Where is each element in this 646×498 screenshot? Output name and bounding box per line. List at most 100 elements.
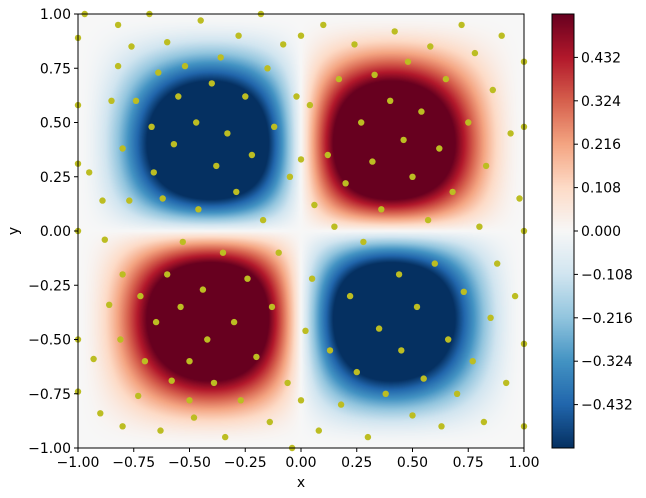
- colorbar-tick-label: 0.108: [581, 181, 621, 197]
- sample-point: [369, 158, 376, 165]
- sample-point: [233, 188, 240, 196]
- sample-point: [482, 162, 490, 170]
- sample-point: [90, 355, 97, 363]
- sample-point: [199, 286, 207, 293]
- sample-point: [335, 75, 343, 83]
- sample-point: [306, 101, 314, 109]
- sample-point: [177, 303, 184, 311]
- y-axis: 1.00 0.75 0.50 0.25 0.00 −0.25 −0.50 −0.75 −1.00: [28, 7, 78, 457]
- sample-point: [445, 336, 452, 343]
- x-tick-label: −1.00: [57, 455, 100, 471]
- sample-point: [458, 21, 465, 29]
- colorbar-tick-label: −0.108: [581, 267, 633, 283]
- sample-point: [398, 347, 405, 354]
- sample-point: [498, 32, 505, 39]
- sample-point: [375, 325, 383, 332]
- sample-point: [360, 238, 367, 246]
- sample-point: [164, 271, 171, 278]
- sample-point: [230, 318, 238, 326]
- sample-point: [297, 156, 305, 163]
- sample-point: [168, 377, 175, 384]
- sample-point: [436, 145, 443, 152]
- sample-point: [275, 249, 282, 256]
- sample-point: [284, 379, 291, 387]
- sample-point: [242, 93, 249, 100]
- y-tick-label: −0.75: [28, 387, 71, 403]
- sample-point: [413, 303, 421, 311]
- sample-point: [119, 271, 126, 278]
- sample-point: [132, 97, 140, 105]
- sample-point: [186, 397, 193, 404]
- sample-point: [119, 423, 126, 430]
- sample-point: [465, 119, 472, 126]
- sample-point: [148, 123, 155, 130]
- sample-point: [117, 336, 124, 343]
- sample-point: [494, 260, 501, 267]
- y-tick-label: 0.75: [40, 61, 71, 77]
- y-tick-label: 1.00: [40, 7, 71, 23]
- sample-point: [119, 145, 126, 152]
- sample-point: [516, 195, 523, 202]
- sample-point: [353, 368, 360, 376]
- x-tick-label: 1.00: [508, 455, 539, 471]
- sample-point: [489, 86, 496, 94]
- sample-point: [503, 379, 510, 387]
- y-tick-label: 0.25: [40, 170, 71, 186]
- sample-point: [195, 206, 202, 213]
- sample-point: [480, 418, 488, 426]
- x-tick-label: −0.25: [224, 455, 267, 471]
- x-tick-label: 0.75: [453, 455, 484, 471]
- sample-point: [418, 108, 425, 115]
- x-tick-label: 0.50: [397, 455, 428, 471]
- sample-point: [152, 318, 160, 326]
- x-tick-label: −0.50: [168, 455, 211, 471]
- sample-point: [460, 288, 467, 295]
- sample-point: [126, 197, 133, 204]
- sample-point: [204, 336, 211, 343]
- sample-point: [114, 21, 122, 29]
- sample-point: [155, 69, 162, 76]
- sample-point: [175, 93, 182, 100]
- sample-point: [371, 71, 378, 79]
- y-tick-label: −0.25: [28, 278, 71, 294]
- sample-point: [248, 151, 256, 159]
- sample-point: [311, 201, 318, 209]
- y-tick-label: 0.50: [40, 116, 71, 132]
- sample-point: [331, 223, 338, 230]
- sample-point: [471, 49, 479, 57]
- sample-points-layer: [74, 10, 528, 452]
- sample-point: [86, 169, 93, 176]
- sample-point: [364, 433, 372, 441]
- sample-point: [170, 141, 178, 148]
- sample-point: [97, 410, 104, 417]
- sample-point: [424, 216, 432, 224]
- sample-point: [378, 206, 385, 213]
- sample-point: [193, 119, 200, 126]
- x-tick-label: 0.25: [341, 455, 372, 471]
- plot-area: [74, 10, 528, 452]
- sample-point: [297, 32, 305, 39]
- sample-point: [453, 390, 461, 397]
- x-axis: −1.00 −0.75 −0.50 −0.25 0.00 0.25 0.50 0.75 1.00: [57, 448, 540, 471]
- sample-point: [190, 414, 198, 421]
- sample-point: [395, 271, 403, 278]
- sample-point: [179, 238, 186, 246]
- sample-point: [280, 41, 287, 48]
- sample-point: [186, 358, 193, 365]
- y-tick-label: −0.50: [28, 333, 71, 349]
- x-tick-label: −0.75: [112, 455, 155, 471]
- heatmap-field: [78, 14, 524, 448]
- sample-point: [181, 62, 189, 70]
- sample-point: [487, 314, 494, 321]
- sample-point: [264, 65, 271, 72]
- colorbar-tick-label: −0.432: [581, 398, 633, 414]
- sample-point: [253, 353, 260, 361]
- sample-point: [159, 195, 166, 202]
- sample-point: [431, 260, 438, 267]
- colorbar-tick-label: 0.432: [581, 50, 621, 66]
- sample-point: [297, 397, 305, 404]
- colorbar: 0.432 0.324 0.216 0.108 0.000 −0.108 −0.216 −0.…: [551, 13, 633, 449]
- sample-point: [286, 173, 294, 180]
- sample-point: [442, 75, 450, 83]
